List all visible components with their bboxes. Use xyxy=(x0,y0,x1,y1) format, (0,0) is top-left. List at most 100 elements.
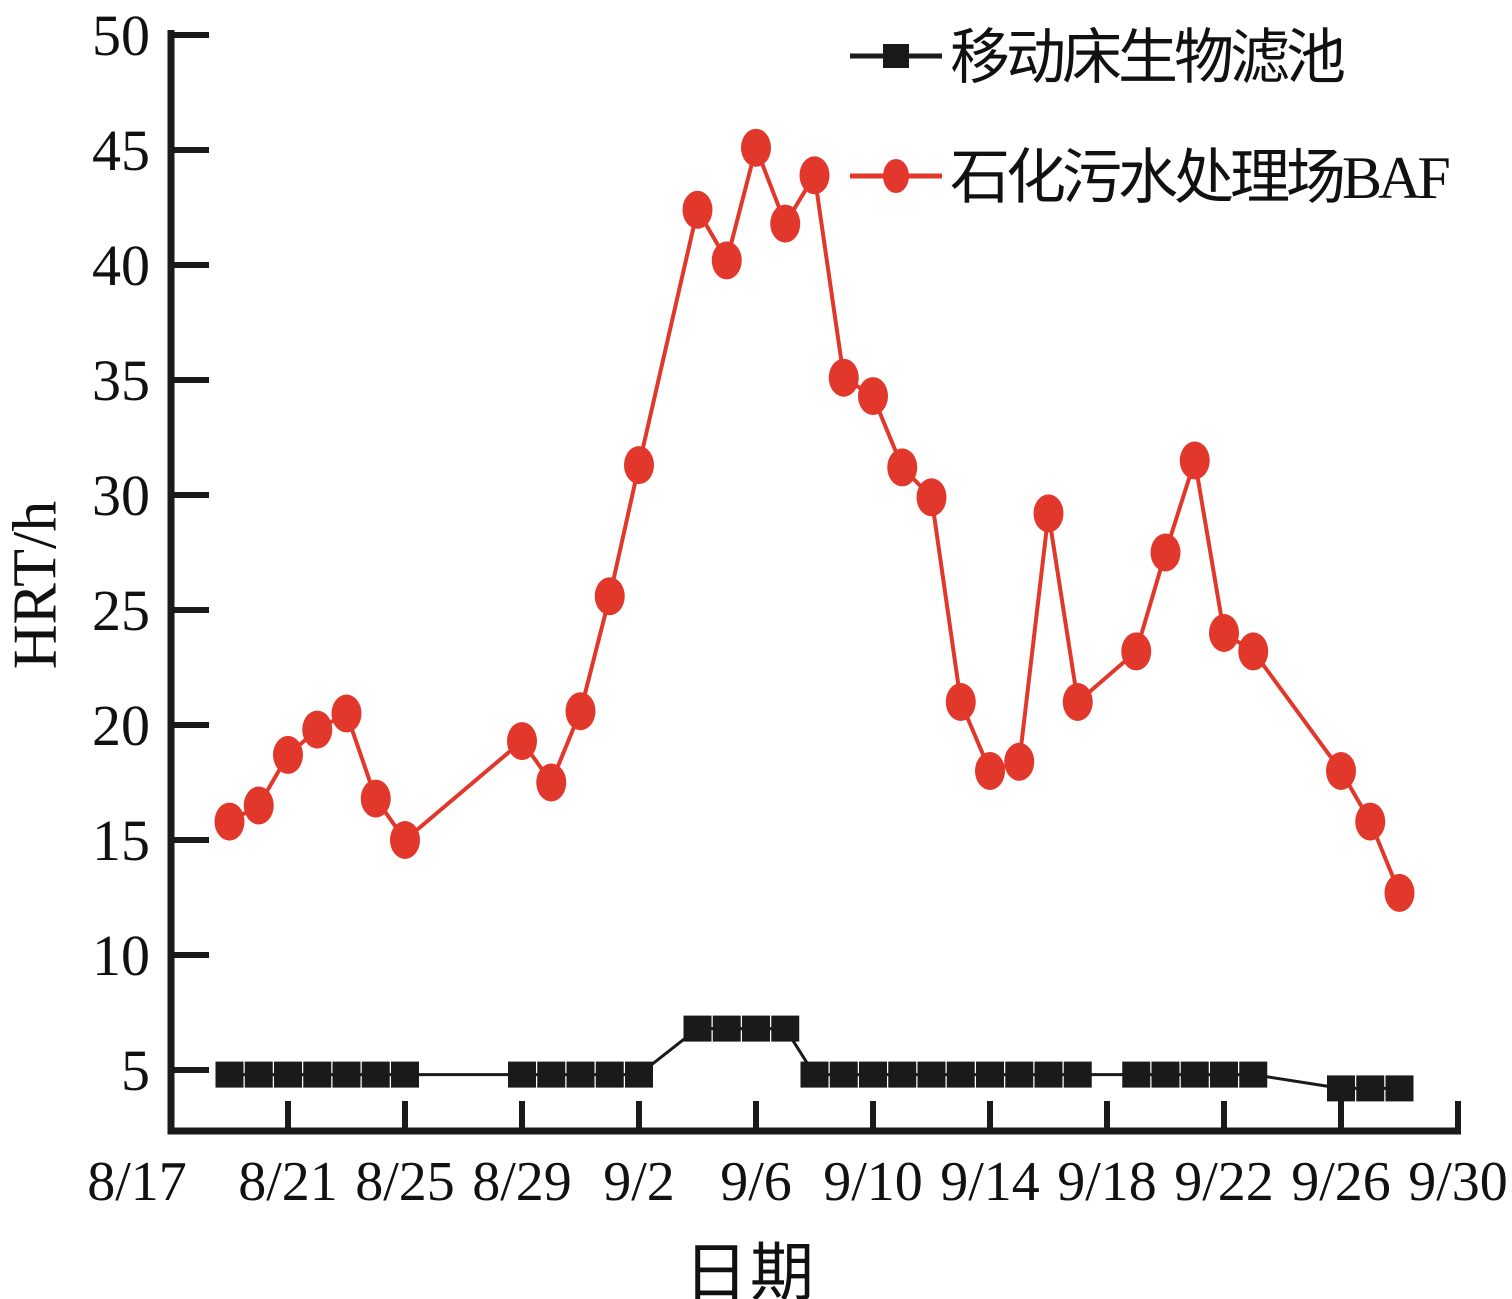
data-point-marker-circle xyxy=(945,683,976,721)
data-point-marker-square xyxy=(742,1015,770,1042)
x-tick-label: 9/22 xyxy=(1174,1151,1274,1213)
legend-item-petrochemical-baf: 石化污水处理场BAF xyxy=(850,134,1451,223)
y-tick-label: 20 xyxy=(92,693,150,758)
x-tick-label: 8/25 xyxy=(355,1151,455,1213)
x-tick-label: 8/17 xyxy=(87,1151,187,1213)
data-point-marker-square xyxy=(1034,1061,1063,1088)
data-point-marker-circle xyxy=(1004,742,1035,781)
data-point-marker-square xyxy=(1180,1061,1209,1088)
x-tick-label: 9/18 xyxy=(1057,1151,1157,1213)
x-tick-label: 9/14 xyxy=(940,1151,1040,1213)
data-point-marker-square xyxy=(215,1061,244,1088)
data-point-marker-circle xyxy=(887,448,918,487)
data-point-marker-square xyxy=(537,1061,566,1088)
data-point-marker-square xyxy=(771,1015,800,1042)
data-point-marker-square xyxy=(859,1061,887,1088)
x-tick-label: 8/29 xyxy=(472,1151,572,1213)
data-point-marker-circle xyxy=(741,128,771,167)
data-point-marker-circle xyxy=(624,446,654,485)
data-point-marker-square xyxy=(1210,1061,1238,1088)
data-point-marker-square xyxy=(361,1061,390,1088)
data-point-marker-circle xyxy=(331,694,362,733)
data-point-marker-circle xyxy=(565,692,596,731)
data-point-marker-square xyxy=(508,1061,536,1088)
data-point-marker-circle xyxy=(1033,494,1064,533)
data-point-marker-circle xyxy=(214,802,245,841)
x-tick-label: 9/26 xyxy=(1291,1151,1391,1213)
x-axis-title: 日期 xyxy=(684,1238,816,1299)
data-point-marker-circle xyxy=(1209,614,1239,652)
legend-label-petrochemical-baf: 石化污水处理场BAF xyxy=(950,145,1451,211)
data-point-marker-circle xyxy=(916,478,947,517)
x-tick-label: 8/21 xyxy=(238,1151,338,1213)
data-point-marker-square xyxy=(976,1061,1004,1088)
data-point-marker-circle xyxy=(594,577,625,616)
y-tick-label: 5 xyxy=(121,1038,150,1103)
y-tick-label: 30 xyxy=(92,463,150,528)
data-point-marker-square xyxy=(683,1015,712,1042)
data-point-marker-circle xyxy=(302,710,333,749)
data-point-marker-circle xyxy=(390,821,420,859)
data-point-marker-square xyxy=(1151,1061,1180,1088)
y-tick-label: 25 xyxy=(92,578,150,643)
legend-square-marker-icon xyxy=(850,14,942,103)
data-point-marker-circle xyxy=(1355,802,1386,841)
x-tick-label: 9/30 xyxy=(1408,1151,1508,1213)
data-point-marker-square xyxy=(1063,1061,1092,1088)
y-axis-title: HRT/h xyxy=(1,500,70,670)
legend: 移动床生物滤池 石化污水处理场BAF xyxy=(850,16,1451,223)
data-point-marker-circle xyxy=(360,779,391,818)
legend-item-moving-bed-biofilter: 移动床生物滤池 xyxy=(850,16,1447,100)
data-point-marker-circle xyxy=(243,786,274,825)
legend-label-moving-bed-biofilter: 移动床生物滤池 xyxy=(950,25,1346,91)
data-point-marker-circle xyxy=(828,358,859,397)
data-point-marker-square xyxy=(800,1061,829,1088)
data-point-marker-square xyxy=(829,1061,858,1088)
data-point-marker-square xyxy=(917,1061,946,1088)
data-point-marker-circle xyxy=(507,722,537,761)
data-point-marker-square xyxy=(1239,1061,1268,1088)
data-point-marker-square xyxy=(1356,1075,1385,1102)
data-point-marker-square xyxy=(946,1061,975,1088)
x-tick-label: 9/2 xyxy=(603,1151,675,1213)
x-tick-label: 9/6 xyxy=(720,1151,792,1213)
data-point-marker-circle xyxy=(799,156,830,195)
data-point-marker-square xyxy=(1385,1075,1414,1102)
data-point-marker-circle xyxy=(770,204,801,243)
data-point-marker-circle xyxy=(1062,683,1093,721)
data-point-marker-square xyxy=(1005,1061,1034,1088)
legend-circle-marker-icon xyxy=(850,134,942,223)
x-tick-label: 9/10 xyxy=(823,1151,923,1213)
data-point-marker-square xyxy=(888,1061,917,1088)
data-point-marker-circle xyxy=(1384,873,1415,912)
data-point-marker-square xyxy=(595,1061,624,1088)
data-point-marker-circle xyxy=(273,735,303,774)
data-point-marker-square xyxy=(712,1015,741,1042)
data-point-marker-square xyxy=(244,1061,273,1088)
data-point-marker-square xyxy=(625,1061,653,1088)
data-point-marker-square xyxy=(332,1061,361,1088)
series-line-1 xyxy=(228,145,1402,894)
data-point-marker-square xyxy=(1122,1061,1151,1088)
y-tick-label: 40 xyxy=(92,233,150,298)
data-point-marker-circle xyxy=(858,377,888,416)
y-tick-label: 10 xyxy=(92,923,150,988)
data-point-marker-square xyxy=(303,1061,332,1088)
data-point-marker-circle xyxy=(536,763,567,802)
y-tick-label: 35 xyxy=(92,348,150,413)
data-point-marker-circle xyxy=(682,190,713,229)
data-point-marker-circle xyxy=(975,752,1005,790)
data-point-marker-circle xyxy=(711,241,742,280)
data-point-marker-circle xyxy=(1150,533,1181,572)
data-point-marker-circle xyxy=(1179,441,1210,480)
y-tick-label: 45 xyxy=(92,118,150,183)
data-point-marker-square xyxy=(566,1061,595,1088)
y-tick-label: 50 xyxy=(92,3,150,68)
data-point-marker-square xyxy=(1327,1075,1355,1102)
series-line-0 xyxy=(229,1027,1400,1090)
y-tick-label: 15 xyxy=(92,808,150,873)
data-point-marker-square xyxy=(391,1061,419,1088)
data-point-marker-circle xyxy=(1326,752,1356,790)
